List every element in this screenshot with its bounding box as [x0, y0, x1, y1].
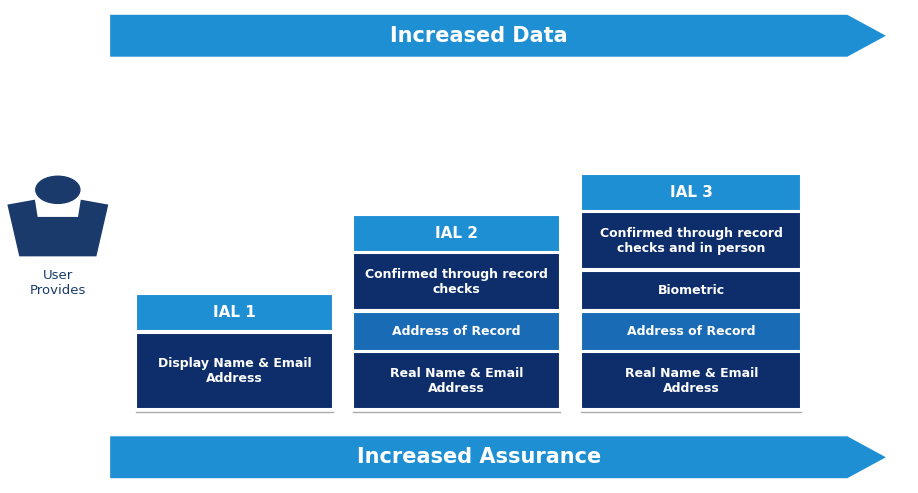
Polygon shape — [7, 200, 108, 256]
Bar — [353, 253, 560, 310]
Bar — [581, 312, 801, 351]
Bar — [581, 271, 801, 310]
Polygon shape — [110, 15, 886, 57]
Bar — [353, 352, 560, 409]
Text: IAL 2: IAL 2 — [435, 226, 478, 241]
Bar — [581, 174, 801, 211]
Text: Increased Data: Increased Data — [390, 26, 567, 46]
Text: User
Provides: User Provides — [29, 269, 86, 297]
Text: IAL 3: IAL 3 — [670, 185, 712, 200]
Bar — [581, 212, 801, 269]
Text: Confirmed through record
checks: Confirmed through record checks — [365, 268, 548, 296]
Text: Address of Record: Address of Record — [627, 325, 756, 338]
Text: Address of Record: Address of Record — [393, 325, 521, 338]
Text: Confirmed through record
checks and in person: Confirmed through record checks and in p… — [599, 227, 783, 255]
Bar — [353, 215, 560, 252]
Text: Display Name & Email
Address: Display Name & Email Address — [158, 357, 311, 385]
Bar — [581, 352, 801, 409]
Text: Biometric: Biometric — [657, 284, 725, 297]
Bar — [353, 312, 560, 351]
Polygon shape — [110, 436, 886, 478]
Bar — [136, 333, 333, 409]
Bar — [136, 294, 333, 331]
Ellipse shape — [36, 176, 80, 203]
Text: Real Name & Email
Address: Real Name & Email Address — [624, 367, 758, 395]
Text: Increased Assurance: Increased Assurance — [356, 447, 601, 467]
Text: IAL 1: IAL 1 — [213, 305, 256, 320]
Text: Real Name & Email
Address: Real Name & Email Address — [390, 367, 523, 395]
